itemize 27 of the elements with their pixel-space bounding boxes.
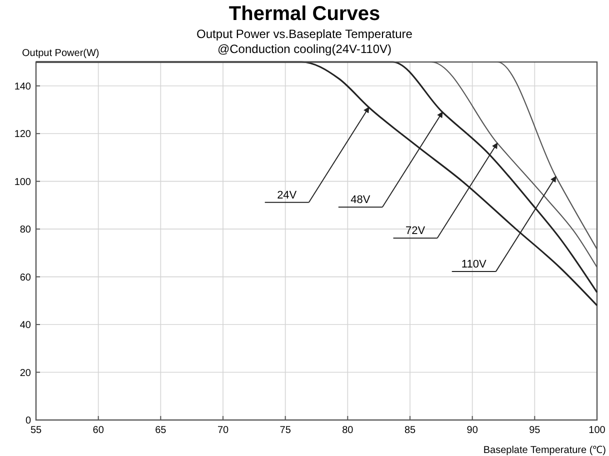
x-tick-label: 85	[404, 425, 416, 436]
y-tick-label: 0	[25, 416, 32, 426]
y-tick-label: 100	[14, 176, 32, 188]
y-tick-label: 40	[20, 320, 32, 332]
annotation: 72V	[405, 225, 426, 238]
x-tick-label: 60	[92, 425, 104, 436]
y-tick-label: 120	[14, 129, 32, 140]
x-tick-label: 75	[280, 425, 292, 436]
x-tick-label: 65	[155, 425, 167, 436]
y-tick-label: 20	[20, 368, 32, 379]
chart-title: Thermal Curves	[228, 3, 380, 25]
x-tick-label: 100	[588, 425, 606, 436]
x-tick-label: 95	[529, 425, 541, 436]
y-tick-label: 140	[14, 81, 32, 92]
y-axis-title: Output Power(W)	[22, 48, 100, 59]
text: @Conduction cooling(24V-110V)	[217, 42, 392, 56]
annotation: 48V	[350, 194, 371, 206]
x-tick-label: 80	[342, 425, 354, 436]
x-tick-label: 55	[30, 425, 42, 436]
y-tick-label: 60	[20, 272, 32, 284]
annotation: 24V	[277, 189, 298, 202]
chart-subtitle: Output Power vs.Baseplate Temperature	[196, 27, 413, 41]
annotation: 110V	[461, 258, 487, 271]
x-tick-label: 90	[466, 425, 478, 436]
x-tick-label: 70	[217, 425, 229, 436]
y-tick-label: 80	[20, 224, 32, 236]
x-axis-title: Baseplate Temperature (℃)	[483, 445, 606, 456]
